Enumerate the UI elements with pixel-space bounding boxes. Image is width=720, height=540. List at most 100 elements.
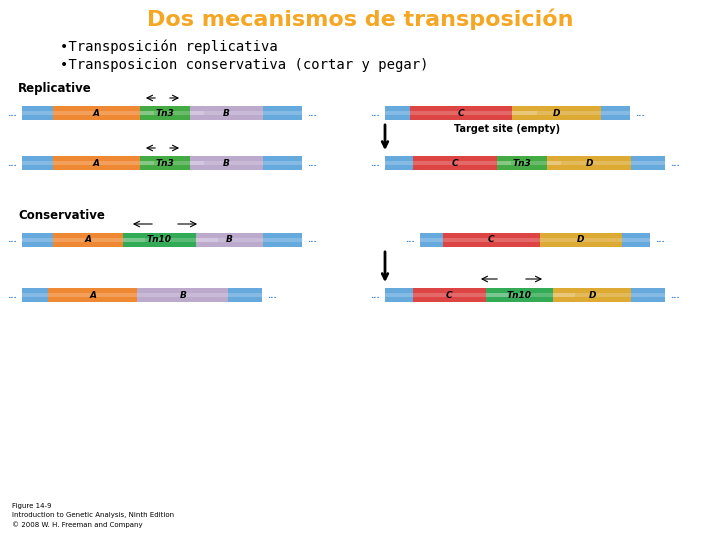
Text: ...: ... [7, 159, 17, 167]
Bar [138, 293, 228, 297]
Bar [631, 288, 665, 302]
Bar [385, 293, 413, 297]
Text: ...: ... [7, 235, 17, 245]
Text: C: C [451, 159, 459, 167]
Bar [22, 111, 53, 115]
Bar [486, 288, 508, 302]
Text: ...: ... [7, 291, 17, 300]
Bar [190, 161, 263, 165]
Bar [53, 156, 140, 170]
Bar [228, 288, 262, 302]
Text: ...: ... [405, 235, 415, 245]
Bar [22, 106, 53, 120]
Bar [486, 288, 553, 302]
Bar [385, 106, 630, 120]
Bar [631, 156, 665, 170]
Bar [22, 233, 53, 247]
Text: ...: ... [655, 235, 665, 245]
Text: D: D [577, 235, 585, 245]
Text: ...: ... [370, 159, 380, 167]
Bar [53, 233, 123, 247]
Text: Tn3: Tn3 [513, 159, 531, 167]
Bar [190, 106, 204, 120]
Text: A: A [84, 235, 91, 245]
Bar [263, 161, 302, 165]
Text: ...: ... [267, 291, 277, 300]
Bar [497, 156, 511, 170]
Bar [385, 106, 410, 120]
Text: ...: ... [670, 291, 680, 300]
Text: ...: ... [670, 159, 680, 167]
Text: A: A [93, 109, 99, 118]
Bar [263, 156, 302, 170]
Bar [22, 238, 302, 242]
Text: C: C [458, 109, 464, 118]
Bar [539, 238, 622, 242]
Bar [53, 238, 123, 242]
Bar [385, 111, 630, 115]
Bar [631, 161, 665, 165]
Bar [420, 233, 650, 247]
Bar [420, 238, 650, 242]
Bar [22, 288, 48, 302]
Bar [486, 293, 508, 297]
Text: ...: ... [7, 109, 17, 118]
Bar [513, 106, 537, 120]
Bar [263, 106, 302, 120]
Text: C: C [488, 235, 495, 245]
Bar [190, 161, 204, 165]
Bar [140, 111, 190, 115]
Bar [553, 288, 631, 302]
Text: B: B [223, 159, 230, 167]
Bar [385, 288, 665, 302]
Text: B: B [223, 109, 230, 118]
Text: D: D [585, 159, 593, 167]
Bar [22, 106, 302, 120]
Text: Tn3: Tn3 [156, 109, 174, 118]
Text: ...: ... [370, 109, 380, 118]
Text: D: D [588, 291, 596, 300]
Text: B: B [226, 235, 233, 245]
Text: Target site (empty): Target site (empty) [454, 124, 560, 134]
Bar [263, 233, 302, 247]
Text: Figure 14-9
Introduction to Genetic Analysis, Ninth Edition
© 2008 W. H. Freeman: Figure 14-9 Introduction to Genetic Anal… [12, 503, 174, 528]
Bar [263, 111, 302, 115]
Bar [385, 161, 665, 165]
Text: Replicative: Replicative [18, 82, 91, 95]
Bar [22, 161, 302, 165]
Bar [553, 293, 631, 297]
Bar [385, 156, 665, 170]
Bar [513, 106, 600, 120]
Bar [190, 106, 263, 120]
Text: A: A [89, 291, 96, 300]
Bar [413, 288, 486, 302]
Bar [600, 106, 630, 120]
Text: •Transposicion conservativa (cortar y pegar): •Transposicion conservativa (cortar y pe… [60, 58, 428, 72]
Bar [196, 233, 218, 247]
Bar [513, 111, 600, 115]
Bar [22, 293, 48, 297]
Text: Tn10: Tn10 [507, 291, 532, 300]
Bar [123, 238, 196, 242]
Bar [553, 293, 575, 297]
Text: B: B [179, 291, 186, 300]
Text: ...: ... [307, 159, 317, 167]
Bar [553, 288, 575, 302]
Bar [138, 288, 228, 302]
Bar [385, 288, 413, 302]
Bar [140, 156, 153, 170]
Bar [196, 238, 218, 242]
Bar [190, 111, 204, 115]
Bar [196, 238, 263, 242]
Bar [123, 238, 145, 242]
Bar [140, 111, 153, 115]
Bar [53, 111, 140, 115]
Bar [410, 106, 513, 120]
Bar [190, 156, 263, 170]
Bar [622, 238, 650, 242]
Bar [420, 233, 443, 247]
Bar [413, 293, 486, 297]
Bar [123, 233, 145, 247]
Text: ...: ... [370, 291, 380, 300]
Bar [497, 156, 547, 170]
